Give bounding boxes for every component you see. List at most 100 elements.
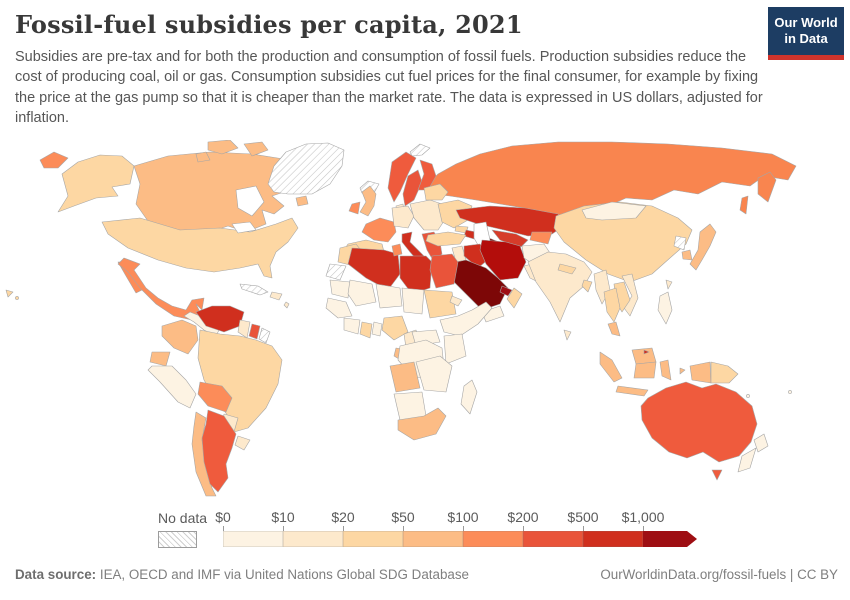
region-hispaniola[interactable] [269, 291, 283, 301]
region-sumatra[interactable] [599, 351, 623, 383]
region-mauritania[interactable] [329, 279, 351, 299]
region-brunei[interactable] [643, 349, 650, 355]
region-venezuela[interactable] [195, 305, 245, 333]
region-kazakhstan[interactable] [455, 205, 565, 237]
region-mali[interactable] [347, 279, 377, 307]
region-sweden[interactable] [402, 169, 423, 207]
legend-no-data[interactable]: No data [158, 510, 207, 548]
region-guyana[interactable] [237, 319, 251, 339]
region-java[interactable] [615, 385, 649, 397]
region-uruguay[interactable] [234, 435, 251, 451]
region-suriname[interactable] [248, 323, 261, 340]
region-france[interactable] [361, 217, 397, 243]
region-kenya-tanzania[interactable] [443, 333, 467, 365]
owid-url-link[interactable]: OurWorldinData.org/fossil-fuels | CC BY [600, 567, 838, 582]
region-benin-togo[interactable] [371, 321, 383, 337]
region-sulawesi[interactable] [659, 359, 672, 381]
region-chukotka[interactable] [39, 151, 69, 169]
region-kamchatka[interactable] [757, 171, 777, 203]
region-guinea-area[interactable] [343, 317, 361, 335]
region-namibia-botswana[interactable] [393, 391, 427, 421]
region-sudan[interactable] [423, 289, 457, 319]
legend-segment-20-50[interactable] [343, 531, 403, 547]
region-bangladesh[interactable] [581, 279, 593, 293]
region-tunisia[interactable] [391, 243, 403, 257]
region-north-korea[interactable] [673, 235, 687, 251]
region-svalbard[interactable] [409, 143, 431, 157]
region-angola[interactable] [389, 361, 421, 393]
region-japan[interactable] [689, 223, 717, 271]
region-zambia-mozambique[interactable] [415, 355, 453, 393]
region-ghana[interactable] [359, 321, 373, 339]
region-algeria[interactable] [347, 247, 401, 291]
legend-segment-500-1000[interactable] [583, 531, 643, 547]
region-colombia[interactable] [161, 319, 199, 355]
region-argentina[interactable] [201, 409, 237, 493]
region-south-africa[interactable] [397, 407, 447, 441]
region-ethiopia-somalia[interactable] [439, 301, 493, 337]
legend-segment-50-100[interactable] [403, 531, 463, 547]
region-kyrgyzstan-tajikistan[interactable] [529, 231, 553, 245]
region-tasmania[interactable] [711, 469, 723, 481]
region-central-europe[interactable] [391, 205, 415, 229]
owid-logo[interactable]: Our World in Data [768, 7, 844, 60]
region-eastern-europe[interactable] [409, 199, 447, 231]
region-russia[interactable] [425, 141, 797, 221]
region-taiwan[interactable] [665, 279, 673, 290]
region-iran[interactable] [479, 239, 527, 281]
legend-segment-200-500[interactable] [523, 531, 583, 547]
region-united-kingdom[interactable] [359, 185, 377, 217]
region-new-zealand-north[interactable] [753, 433, 769, 453]
region-mongolia[interactable] [581, 201, 647, 221]
region-china[interactable] [553, 201, 693, 283]
region-hawaii-island[interactable] [15, 296, 19, 300]
region-senegal-area[interactable] [325, 297, 353, 319]
region-western-sahara[interactable] [325, 263, 347, 281]
region-oman[interactable] [506, 287, 523, 309]
region-turkey[interactable] [425, 231, 467, 247]
region-bolivia[interactable] [197, 381, 233, 413]
region-eritrea[interactable] [449, 295, 463, 307]
region-niger[interactable] [375, 283, 403, 309]
region-saudi-arabia[interactable] [445, 259, 509, 311]
legend-segment-10-20[interactable] [283, 531, 343, 547]
region-cuba[interactable] [239, 283, 269, 296]
region-india[interactable] [527, 251, 593, 323]
legend-segment-0-10[interactable] [223, 531, 283, 547]
region-borneo-indonesia[interactable] [633, 361, 657, 379]
region-west-papua[interactable] [689, 361, 712, 384]
region-canada-arctic-1[interactable] [207, 140, 239, 155]
region-canada-arctic-3[interactable] [195, 151, 211, 163]
region-usa[interactable] [101, 217, 299, 279]
region-australia[interactable] [640, 381, 758, 463]
region-chad[interactable] [401, 287, 425, 315]
region-uzbekistan[interactable] [491, 229, 529, 249]
region-nigeria[interactable] [381, 315, 409, 341]
region-greenland[interactable] [267, 142, 345, 195]
region-ireland[interactable] [348, 201, 361, 215]
region-french-guiana[interactable] [258, 327, 271, 344]
region-nepal[interactable] [557, 263, 577, 275]
region-belarus-baltics[interactable] [423, 183, 449, 201]
region-lesser-antilles[interactable] [283, 301, 290, 309]
region-yemen[interactable] [481, 305, 505, 323]
region-new-caledonia[interactable] [746, 394, 750, 398]
region-moluccas[interactable] [679, 367, 686, 375]
region-hawaii[interactable] [5, 289, 14, 298]
region-new-zealand-south[interactable] [737, 447, 757, 473]
region-ecuador[interactable] [149, 351, 171, 367]
region-peru[interactable] [147, 365, 197, 409]
region-egypt[interactable] [429, 253, 459, 289]
legend-segment-100-200[interactable] [463, 531, 523, 547]
region-philippines[interactable] [657, 291, 673, 325]
region-madagascar[interactable] [460, 379, 478, 415]
region-malaysia-peninsula[interactable] [607, 321, 621, 337]
region-canada-arctic-2[interactable] [243, 141, 269, 157]
region-newfoundland[interactable] [295, 195, 309, 207]
region-norway[interactable] [387, 151, 417, 203]
region-thailand[interactable] [603, 287, 621, 323]
region-alaska[interactable] [57, 154, 135, 213]
region-azerbaijan[interactable] [463, 229, 477, 240]
region-south-korea[interactable] [681, 249, 693, 261]
region-papua-new-guinea[interactable] [710, 361, 739, 384]
